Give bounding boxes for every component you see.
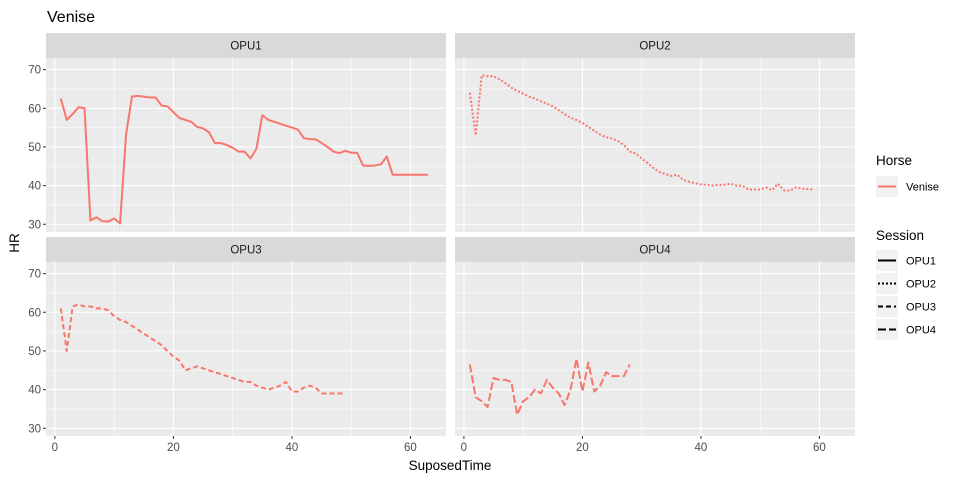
y-tick-label: 70: [28, 269, 41, 281]
y-tick-label: 40: [28, 181, 41, 193]
y-tick-label: 40: [28, 385, 41, 397]
legend-label: OPU4: [906, 325, 936, 337]
x-tick-label: 20: [167, 442, 180, 454]
panel-background: [455, 58, 855, 232]
legend-label: OPU3: [906, 302, 936, 314]
strip-background: [455, 33, 855, 58]
strip-label: OPU2: [639, 41, 670, 53]
legend-label: Venise: [906, 182, 939, 194]
strip-background: [46, 33, 446, 58]
strip-label: OPU1: [230, 41, 261, 53]
panel-opu2: OPU2: [455, 33, 855, 232]
strip-label: OPU3: [230, 245, 261, 257]
strip-background: [46, 237, 446, 262]
panel-background: [46, 262, 446, 436]
y-tick-label: 70: [28, 65, 41, 77]
x-tick-label: 40: [286, 442, 299, 454]
panel-background: [46, 58, 446, 232]
legend-horse-items: Venise: [876, 176, 939, 197]
y-tick-label: 50: [28, 142, 41, 154]
x-tick-label: 40: [695, 442, 708, 454]
y-tick-label: 60: [28, 307, 41, 319]
panel-background: [455, 262, 855, 436]
x-tick-label: 0: [461, 442, 467, 454]
series-line-opu3: [59, 303, 346, 395]
panel-opu3: OPU3 30 40 50 60 70 0 20 40 60: [28, 237, 446, 454]
legend-label: OPU1: [906, 256, 936, 268]
strip-label: OPU4: [639, 245, 671, 257]
chart-title: Venise: [47, 9, 95, 26]
series-line-opu4: [468, 357, 631, 416]
legend-key: [876, 319, 898, 340]
legend-horse-title: Horse: [876, 153, 912, 168]
x-tick-label: 60: [813, 442, 826, 454]
legend-session-items: OPU1 OPU2 OPU3 OPU4: [876, 250, 936, 340]
y-tick-label: 30: [28, 219, 41, 231]
y-tick-label: 50: [28, 346, 41, 358]
y-tick-label: 30: [28, 423, 41, 435]
x-tick-label: 60: [404, 442, 417, 454]
series-line-opu1: [59, 94, 429, 225]
y-axis-title: HR: [7, 233, 22, 253]
legend-session-title: Session: [876, 228, 924, 243]
x-tick-label: 20: [576, 442, 589, 454]
x-axis-title: SuposedTime: [409, 458, 492, 473]
legend-label: OPU2: [906, 279, 936, 291]
x-tick-label: 0: [52, 442, 58, 454]
strip-background: [455, 237, 855, 262]
panel-opu1: OPU1 30 40 50 60 70: [28, 33, 446, 232]
panel-opu4: OPU4 0 20 40 60: [455, 237, 855, 454]
legend: Horse Venise Session OPU1 OPU2 OPU3 OPU4: [876, 153, 939, 340]
y-tick-label: 60: [28, 103, 41, 115]
